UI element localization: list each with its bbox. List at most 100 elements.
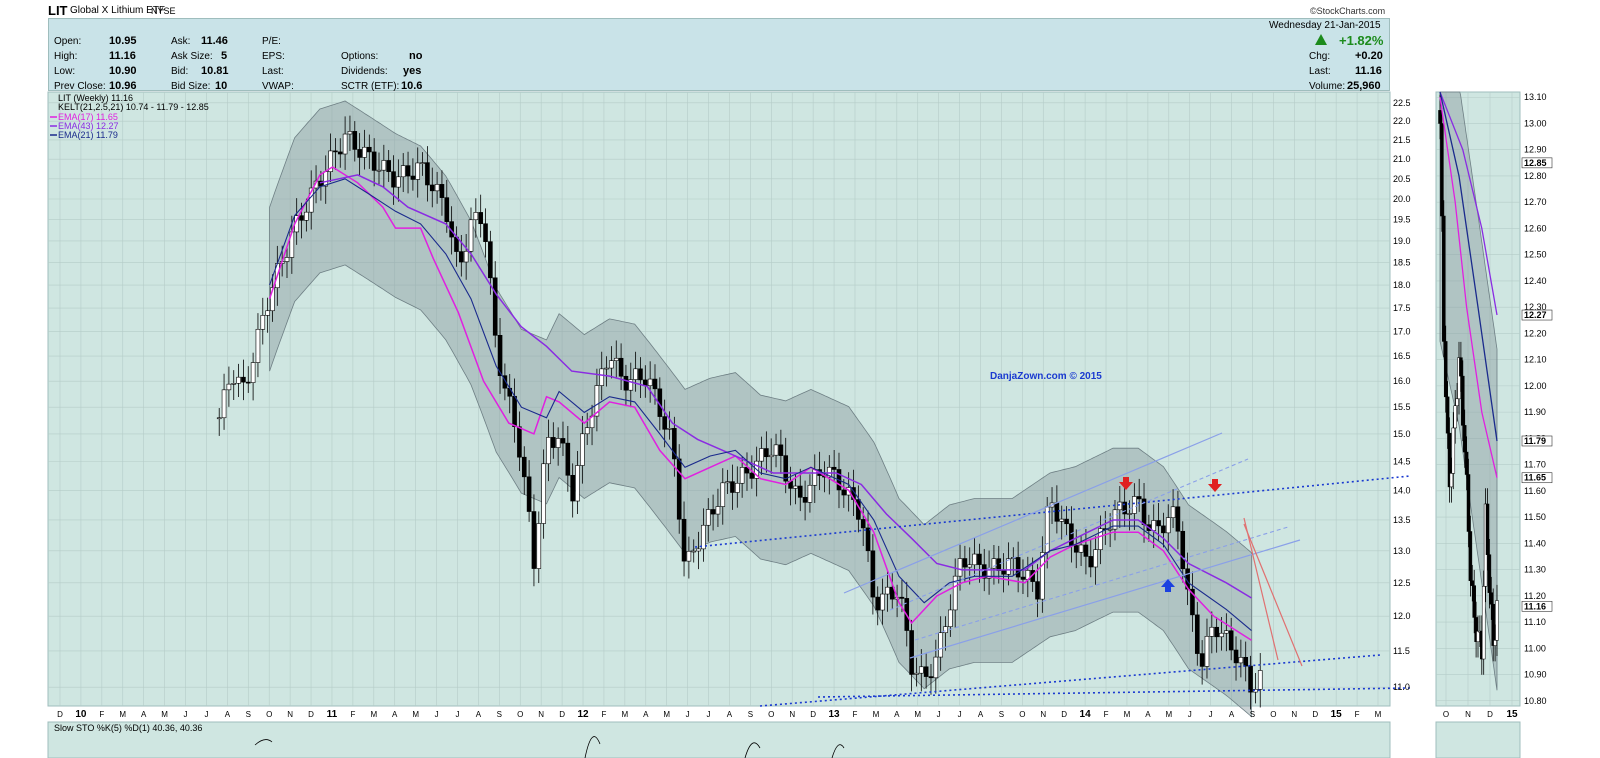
x-tick-label: F — [601, 710, 606, 719]
candle-body — [715, 506, 721, 515]
candle-body — [768, 454, 774, 458]
candle-body — [1156, 520, 1161, 527]
exchange: NYSE — [151, 6, 176, 16]
vwap-label: VWAP: — [262, 81, 294, 92]
x-tick-label: A — [978, 710, 984, 719]
candle-body — [686, 550, 692, 562]
candle-body — [580, 433, 585, 466]
value-flag — [1521, 157, 1553, 169]
candle-body — [948, 609, 953, 627]
legend: LIT (Weekly) 11.16 KELT(21,2.5,21) 10.74… — [50, 93, 209, 140]
y-tick-label: 14.5 — [1393, 457, 1411, 467]
candle-body — [337, 151, 343, 155]
x-tick-label: J — [937, 710, 941, 719]
candle-body — [1248, 665, 1253, 693]
daily-candle-body — [1472, 585, 1476, 618]
daily-x-tick-label: O — [1443, 710, 1449, 719]
candle-body — [962, 558, 968, 568]
y-axis: 11.0 11.5 12.0 12.5 13.0 13.5 14.0 14.5 15.0 15.5… — [1393, 98, 1411, 692]
daily-candle-body — [1489, 592, 1494, 605]
daily-candle-body — [1491, 603, 1495, 646]
ema21-line — [269, 178, 1252, 632]
candle-body — [1006, 558, 1011, 575]
x-tick-label: N — [1040, 710, 1046, 719]
candle-body — [797, 485, 803, 498]
x-tick-label: O — [1270, 710, 1276, 719]
watermark: DanjaZown.com © 2015 — [990, 371, 1102, 382]
candle-body — [255, 328, 261, 363]
copyright[interactable]: ©StockCharts.com — [1310, 6, 1386, 16]
sctr-value: 10.6 — [401, 80, 423, 92]
x-tick-label: M — [1124, 710, 1131, 719]
x-tick-label: S — [497, 710, 502, 719]
daily-candle-body — [1481, 586, 1486, 660]
daily-y-tick-label: 12.00 — [1524, 381, 1547, 391]
candle-body — [1175, 506, 1181, 532]
daily-stochastic-panel — [1435, 721, 1521, 758]
candle-body — [1127, 513, 1132, 515]
candle-body — [696, 548, 701, 552]
candle-body — [773, 444, 779, 456]
last-label-mid: Last: — [262, 66, 284, 77]
candle-body — [1098, 528, 1103, 550]
x-tick-label: D — [57, 710, 63, 719]
value-flag — [1521, 472, 1553, 484]
x-tick-label: J — [686, 710, 690, 719]
y-tick-label: 15.5 — [1393, 402, 1411, 412]
candle-body — [885, 586, 890, 595]
daily-candle-body — [1440, 123, 1444, 217]
daily-y-tick-label: 12.80 — [1524, 171, 1547, 181]
candle-body — [793, 485, 798, 489]
x-tick-label: 11 — [327, 709, 338, 720]
candle-body — [1059, 518, 1065, 522]
x-tick-label: D — [1061, 710, 1067, 719]
candle-body — [870, 550, 876, 598]
daily-candle-body — [1451, 427, 1456, 474]
x-tick-label: F — [350, 710, 355, 719]
pe-label: P/E: — [262, 36, 281, 47]
candle-body — [241, 376, 246, 383]
daily-y-tick-label: 12.60 — [1524, 223, 1547, 233]
y-tick-label: 13.0 — [1393, 546, 1411, 556]
ask-label: Ask: — [171, 36, 191, 47]
candle-body — [541, 463, 546, 524]
quote-date: Wednesday 21-Jan-2015 — [1269, 20, 1381, 31]
daily-candle-body — [1495, 600, 1499, 641]
candle-body — [347, 131, 353, 135]
daily-y-tick-label: 11.70 — [1524, 460, 1546, 470]
candle-body — [691, 550, 697, 553]
y-tick-label: 17.5 — [1393, 303, 1411, 313]
candle-body — [633, 368, 638, 380]
value-flag-label: 11.65 — [1524, 473, 1546, 483]
candle-body — [875, 596, 881, 611]
daily-x-tick-label: N — [1465, 710, 1471, 719]
candle-body — [749, 472, 755, 479]
channel-lower-line — [909, 539, 1301, 659]
x-tick-label: N — [287, 710, 293, 719]
legend-ema21: EMA(21) 11.79 — [58, 130, 118, 140]
daily-ema17-line — [1439, 97, 1498, 478]
candle-body — [357, 149, 362, 158]
x-tick-label: M — [622, 710, 629, 719]
ask-value: 11.46 — [201, 35, 228, 47]
bid-label: Bid: — [171, 66, 189, 77]
grid — [48, 92, 1390, 706]
channel-upper-line — [843, 432, 1223, 594]
y-tick-label: 16.0 — [1393, 376, 1411, 386]
x-tick-label: M — [1375, 710, 1382, 719]
daily-y-tick-label: 12.50 — [1524, 250, 1547, 260]
candle-body — [1069, 523, 1074, 546]
candle-body — [1078, 544, 1084, 553]
candle-body — [391, 171, 396, 188]
x-tick-label: F — [853, 710, 858, 719]
stochastic-line-2 — [584, 736, 601, 758]
daily-grid — [1436, 92, 1520, 706]
x-tick-label: J — [707, 710, 711, 719]
bid-size-value: 10 — [215, 80, 228, 92]
main-plot-area — [47, 91, 1391, 707]
y-tick-label: 16.5 — [1393, 351, 1411, 361]
candle-body — [1088, 556, 1094, 568]
candle-body — [216, 417, 222, 420]
x-tick-label: A — [643, 710, 649, 719]
candle-body — [1064, 518, 1069, 525]
